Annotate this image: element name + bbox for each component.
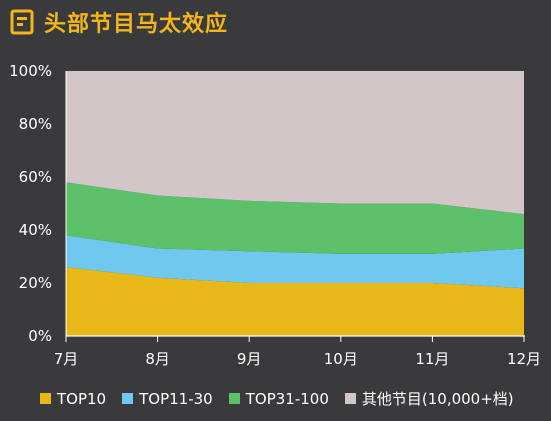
legend-label: TOP31-100: [245, 389, 329, 408]
y-tick-label: 40%: [19, 221, 52, 239]
legend-item: TOP11-30: [122, 390, 213, 408]
legend-item: TOP31-100: [228, 389, 329, 408]
y-tick-label: 80%: [19, 115, 52, 133]
title-bar: 头部节目马太效应: [10, 7, 228, 37]
x-tick-label: 11月: [415, 350, 449, 368]
x-tick-label: 10月: [324, 350, 358, 368]
x-tick-label: 12月: [507, 350, 541, 368]
y-tick-label: 60%: [19, 168, 52, 186]
area-series-top31-100: [66, 182, 524, 254]
y-tick-label: 100%: [9, 62, 52, 80]
legend-label: TOP11-30: [139, 389, 213, 408]
legend-label: TOP10: [57, 389, 107, 408]
legend-swatch: [344, 393, 356, 404]
x-tick-label: 9月: [237, 350, 262, 368]
chart-legend: TOP10 TOP11-30 TOP31-100 其他节目(10,000+档): [40, 388, 514, 409]
legend-item: TOP10: [40, 390, 106, 408]
y-tick-label: 20%: [19, 274, 52, 292]
legend-swatch: [122, 393, 134, 404]
area-series-top11-30: [66, 235, 524, 289]
legend-label: 其他节目(10,000+档): [361, 390, 514, 408]
x-tick-label: 8月: [145, 350, 170, 368]
legend-swatch: [228, 393, 240, 404]
chart-title: 头部节目马太效应: [44, 12, 229, 37]
area-series-10-000: [66, 71, 524, 215]
document-icon: [10, 9, 34, 35]
legend-swatch: [40, 393, 51, 404]
x-tick-label: 7月: [54, 350, 79, 368]
y-tick-label: 0%: [28, 327, 52, 345]
area-series-top10: [66, 267, 524, 336]
legend-item: 其他节目(10,000+档): [344, 388, 514, 409]
